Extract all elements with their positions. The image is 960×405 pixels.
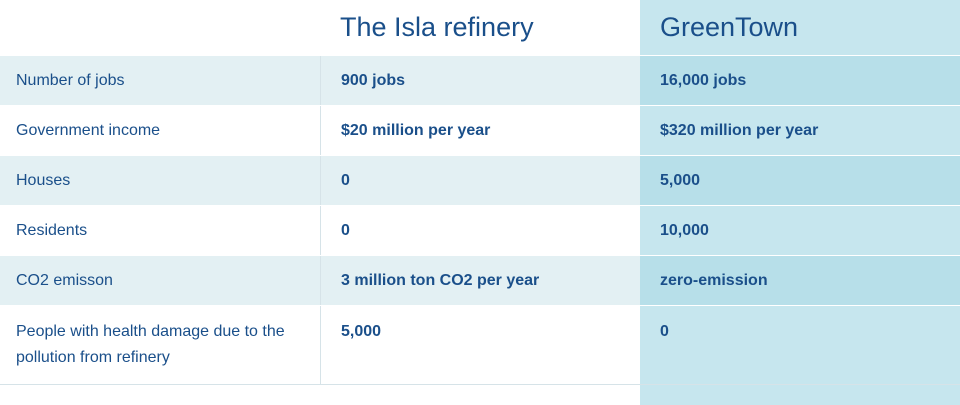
greentown-value: 0 (640, 306, 960, 384)
header-empty-cell (0, 0, 320, 55)
row-label: Houses (0, 156, 320, 205)
greentown-value: 16,000 jobs (640, 56, 960, 105)
greentown-value: 5,000 (640, 156, 960, 205)
comparison-table: The Isla refinery GreenTown Number of jo… (0, 0, 960, 385)
greentown-value: $320 million per year (640, 106, 960, 155)
isla-value: 3 million ton CO2 per year (320, 256, 640, 305)
table-header-row: The Isla refinery GreenTown (0, 0, 960, 55)
table-row: Government income $20 million per year $… (0, 105, 960, 155)
table-row: CO2 emisson 3 million ton CO2 per year z… (0, 255, 960, 305)
greentown-value: 10,000 (640, 206, 960, 255)
isla-value: 5,000 (320, 306, 640, 384)
table-row: Residents 0 10,000 (0, 205, 960, 255)
isla-value: 900 jobs (320, 56, 640, 105)
isla-value: 0 (320, 156, 640, 205)
header-greentown: GreenTown (660, 12, 799, 42)
isla-value: 0 (320, 206, 640, 255)
header-isla-refinery: The Isla refinery (340, 12, 534, 42)
row-label: Residents (0, 206, 320, 255)
row-label: People with health damage due to the pol… (0, 306, 320, 384)
table-row: Number of jobs 900 jobs 16,000 jobs (0, 55, 960, 105)
row-label: Government income (0, 106, 320, 155)
table-row: People with health damage due to the pol… (0, 305, 960, 385)
table-row: Houses 0 5,000 (0, 155, 960, 205)
row-label: CO2 emisson (0, 256, 320, 305)
row-label: Number of jobs (0, 56, 320, 105)
isla-value: $20 million per year (320, 106, 640, 155)
greentown-value: zero-emission (640, 256, 960, 305)
